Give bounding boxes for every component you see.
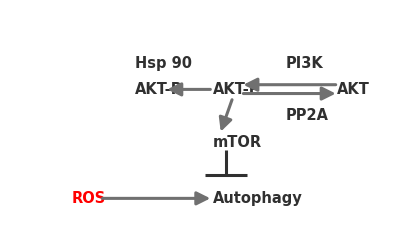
Text: AKT: AKT — [337, 82, 370, 97]
Text: AKT-P: AKT-P — [213, 82, 260, 97]
Text: ROS: ROS — [72, 191, 106, 206]
Text: Hsp 90: Hsp 90 — [135, 56, 192, 71]
Text: Autophagy: Autophagy — [213, 191, 302, 206]
Text: PI3K: PI3K — [285, 56, 323, 71]
Text: PP2A: PP2A — [285, 108, 329, 123]
Text: mTOR: mTOR — [213, 134, 262, 150]
Text: AKT-P: AKT-P — [135, 82, 182, 97]
